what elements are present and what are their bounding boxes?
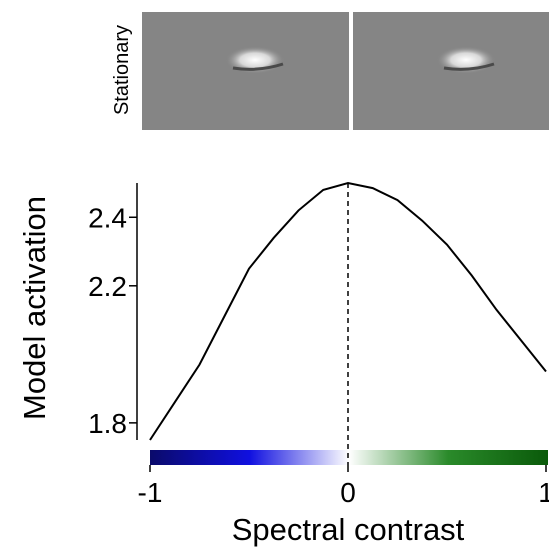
x-axis-label: Spectral contrast xyxy=(232,512,465,547)
panel-label: Stationary xyxy=(111,25,133,115)
x-tick-label: 1 xyxy=(538,477,549,508)
chart: Stationary Model activation Spectral con… xyxy=(0,0,549,557)
x-tick-label: 0 xyxy=(340,477,356,508)
y-axis-label: Model activation xyxy=(17,196,52,420)
x-tick-label: -1 xyxy=(138,477,163,508)
y-tick-label: 2.2 xyxy=(88,271,127,302)
y-tick-label: 2.4 xyxy=(88,202,127,233)
colorbar xyxy=(150,450,548,465)
stimulus-panels xyxy=(142,12,549,130)
y-tick-label: 1.8 xyxy=(88,408,127,439)
